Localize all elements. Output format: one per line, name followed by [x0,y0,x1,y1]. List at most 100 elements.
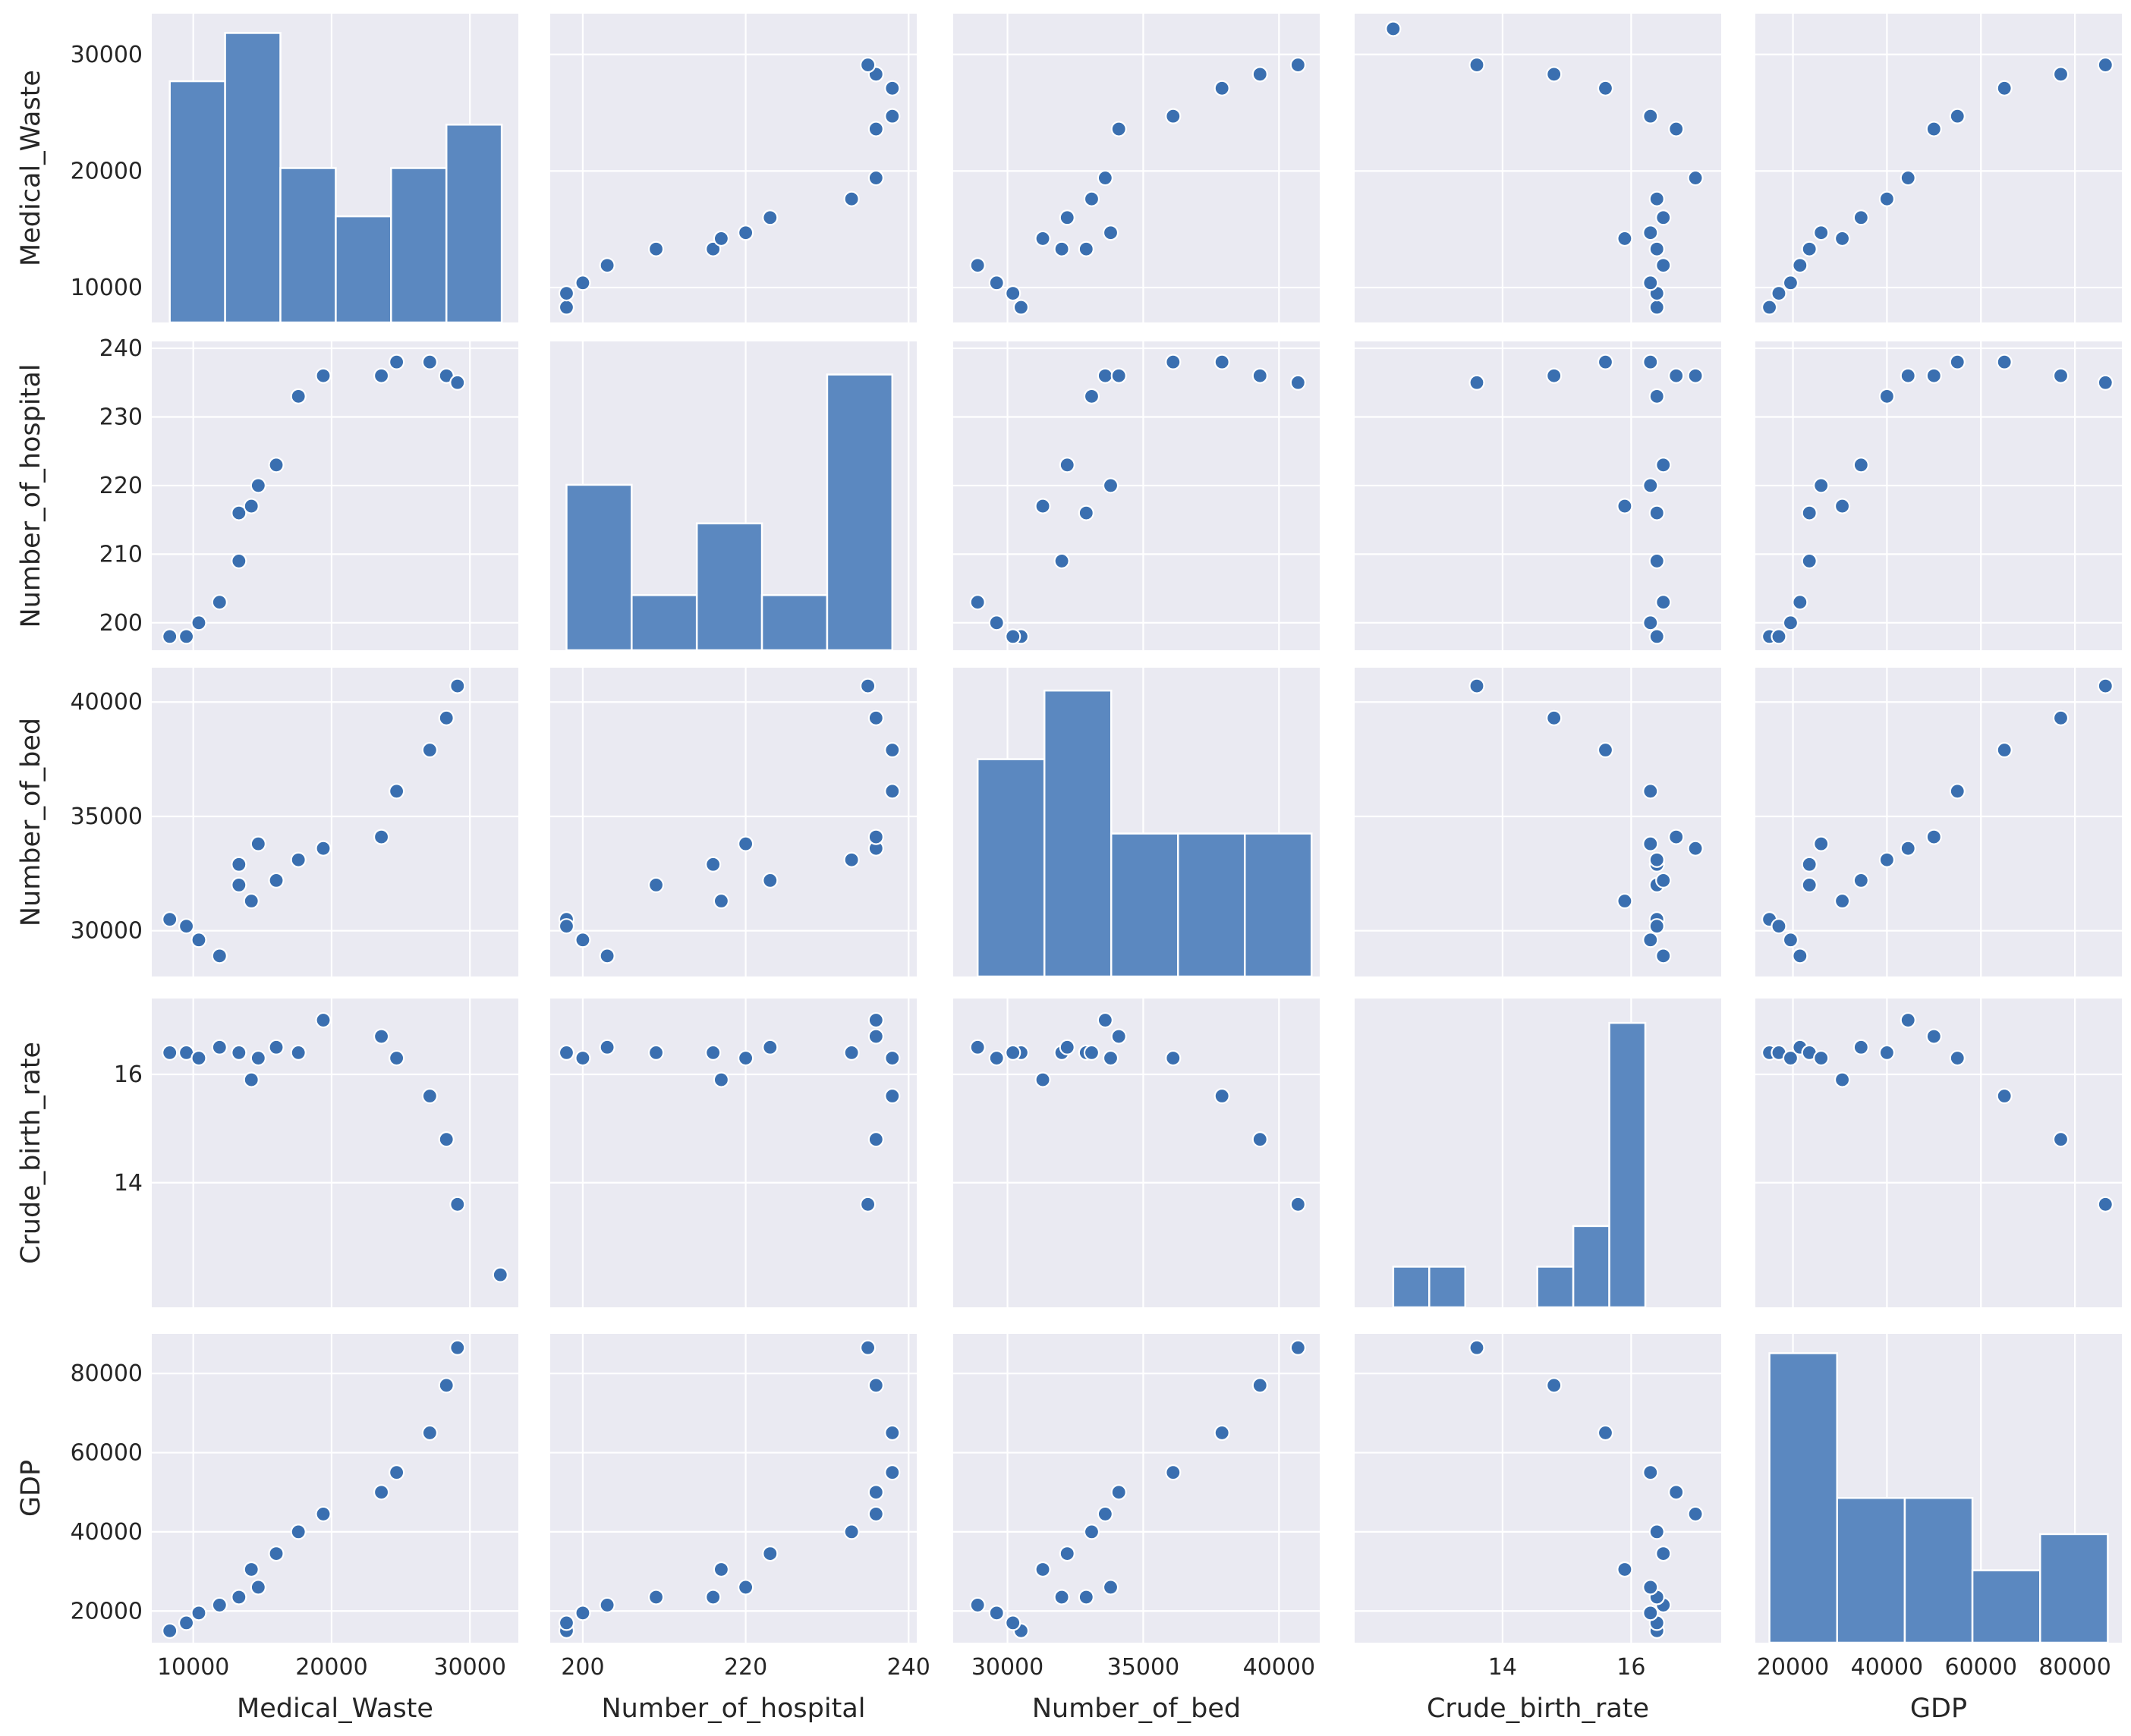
panel-Number_of_hospital-vs-Crude_birth_rate [1355,341,1721,650]
y-tick-label: 20000 [71,158,143,184]
panel-Medical_Waste-vs-Number_of_bed [953,14,1320,322]
y-tick-label: 220 [99,473,143,499]
y-tick-label: 20000 [71,1598,143,1624]
scatter-point-15 [449,1339,466,1356]
scatter-point-6 [1616,1561,1633,1578]
scatter-point-7 [250,1579,266,1596]
panel-Number_of_bed-vs-Medical_Waste [152,668,518,976]
panel-background [550,668,917,976]
scatter-point-3 [969,1039,986,1055]
scatter-point-2 [988,1605,1005,1621]
scatter-point-6 [243,1561,260,1578]
scatter-point-8 [762,1545,779,1562]
histogram-bar-GDP-2 [1903,1496,1974,1644]
scatter-point-10 [1687,1505,1704,1523]
y-axis-label-Number_of_bed: Number_of_bed [16,718,46,926]
panel-Number_of_bed-vs-Number_of_bed [953,668,1320,978]
scatter-point-15 [2097,56,2114,74]
scatter-point-3 [1655,257,1672,274]
scatter-point-5 [705,1589,722,1605]
scatter-point-12 [884,1464,901,1481]
x-axis-label-GDP: GDP [1910,1694,1967,1724]
scatter-point-2 [1642,275,1659,291]
y-axis-GDP: 20000 40000 60000 80000 GDP [16,1360,143,1624]
scatter-point-12 [1949,783,1966,800]
scatter-point-12 [389,1464,405,1481]
scatter-point-11 [1110,121,1127,137]
scatter-point-9 [1083,1044,1100,1061]
scatter-point-9 [1083,388,1100,404]
scatter-point-7 [1642,835,1659,852]
scatter-point-0 [1761,299,1778,316]
histogram-bar-GDP-3 [1971,1569,2041,1644]
histogram-bar-Medical_Waste-0 [168,80,226,324]
scatter-point-8 [1852,1039,1869,1055]
scatter-point-3 [1792,594,1808,611]
scatter-point-6 [1034,498,1051,514]
y-tick-label: 210 [99,541,143,568]
scatter-point-15 [1289,56,1306,74]
scatter-point-0 [162,1044,178,1061]
panel-Crude_birth_rate-vs-Number_of_bed [953,999,1320,1307]
histogram-bar-Medical_Waste-2 [279,167,337,324]
scatter-point-10 [1900,367,1916,384]
y-tick-label: 40000 [71,689,143,715]
panel-Number_of_hospital-vs-GDP [1755,341,2122,650]
scatter-point-8 [1059,1039,1075,1055]
scatter-point-13 [1996,80,2013,96]
histogram-bar-Crude_birth_rate-0 [1392,1266,1431,1309]
x-tick-label: 40000 [1243,1654,1315,1681]
scatter-point-9 [290,1524,307,1540]
scatter-point-1 [1005,1044,1021,1061]
scatter-point-8 [1655,1545,1672,1562]
scatter-point-12 [1949,108,1966,124]
scatter-point-12 [1642,354,1659,370]
scatter-point-2 [190,932,207,948]
histogram-bar-Number_of_bed-3 [1176,832,1246,978]
scatter-point-14 [438,1377,455,1394]
scatter-point-10 [1097,367,1113,384]
scatter-point-3 [1655,948,1672,964]
scatter-point-12 [389,1049,405,1067]
scatter-point-2 [988,615,1005,631]
x-tick-label: 30000 [971,1654,1043,1681]
y-tick-label: 16 [114,1061,143,1088]
scatter-point-2 [574,932,591,948]
scatter-point-4 [647,241,665,257]
panel-background [1355,1334,1721,1643]
histogram-bar-Number_of_bed-1 [1043,689,1113,978]
scatter-point-7 [1102,477,1119,494]
scatter-point-1 [1005,285,1021,302]
histogram-bar-Crude_birth_rate-4 [1536,1266,1575,1309]
x-axis-Number_of_hospital: 200 220 240 Number_of_hospital [561,1654,930,1724]
x-tick-label: 60000 [1945,1654,2017,1681]
scatter-point-6 [243,498,260,514]
scatter-point-13 [1213,354,1230,370]
scatter-point-1 [558,918,575,935]
scatter-point-11 [1110,1028,1127,1045]
x-axis-label-Number_of_hospital: Number_of_hospital [601,1694,865,1724]
scatter-point-5 [705,1044,722,1061]
scatter-point-3 [599,1039,615,1055]
scatter-point-14 [867,1131,884,1148]
scatter-point-16 [1385,20,1402,37]
scatter-point-5 [231,505,247,521]
panel-background [1355,14,1721,322]
scatter-point-13 [884,741,901,759]
panel-background [953,341,1320,650]
scatter-point-2 [988,275,1005,291]
scatter-point-5 [1801,856,1818,873]
panel-Number_of_hospital-vs-Medical_Waste [152,341,518,650]
scatter-point-0 [558,299,575,316]
scatter-point-6 [243,1071,260,1088]
histogram-bar-Crude_birth_rate-6 [1608,1021,1647,1309]
x-tick-label: 220 [724,1654,767,1681]
scatter-point-9 [1878,851,1895,868]
scatter-point-10 [1900,169,1916,187]
scatter-point-12 [884,783,901,800]
scatter-point-11 [1925,1028,1942,1045]
scatter-point-15 [2097,678,2114,694]
scatter-point-12 [1949,1049,1966,1067]
x-tick-label: 20000 [1757,1654,1829,1681]
